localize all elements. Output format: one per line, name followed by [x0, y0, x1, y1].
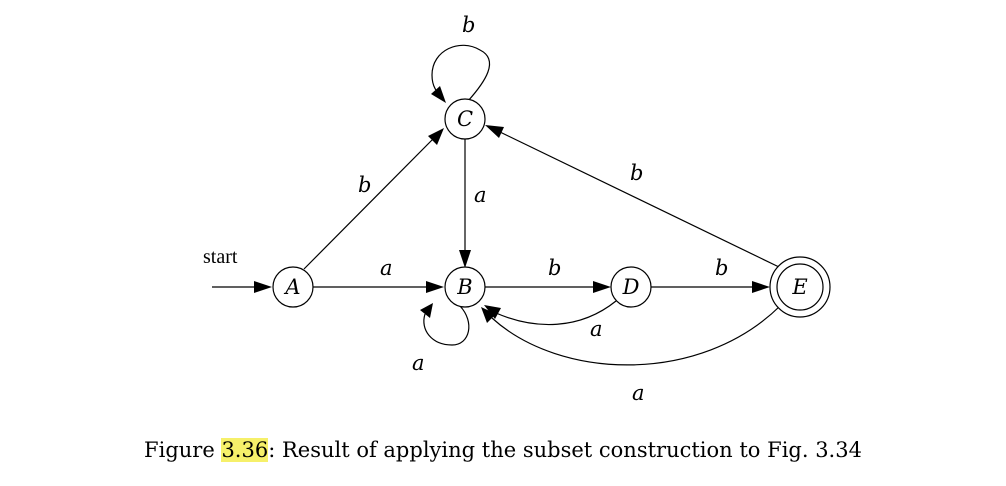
state-label-D: D — [622, 275, 640, 299]
edge-E-B — [481, 305, 781, 366]
caption-text: : Result of applying the subset construc… — [268, 438, 862, 462]
start-arrow — [212, 281, 272, 293]
edge-label-B-D: b — [548, 256, 561, 280]
edge-E-C — [485, 125, 780, 268]
edge-label-A-C: b — [358, 173, 371, 197]
edge-A-C — [303, 128, 444, 270]
edge-label-B-B: a — [412, 351, 425, 375]
start-label: start — [203, 246, 238, 268]
figure-caption: Figure 3.36: Result of applying the subs… — [0, 438, 1006, 462]
edge-label-E-C: b — [630, 161, 643, 185]
edge-label-A-B: a — [380, 256, 393, 280]
edge-B-D — [485, 281, 611, 293]
edge-D-E — [651, 281, 770, 293]
state-A: A — [272, 266, 314, 308]
edge-label-E-B: a — [632, 381, 645, 405]
state-E-accepting: E — [769, 256, 831, 318]
edge-label-D-E: b — [715, 256, 728, 280]
edge-A-B — [313, 281, 444, 293]
state-label-C: C — [457, 107, 473, 131]
caption-prefix: Figure — [144, 438, 222, 462]
edge-label-C-B: a — [474, 183, 487, 207]
edge-C-B — [459, 139, 471, 268]
edge-D-B — [484, 300, 617, 326]
figure-ref-link[interactable]: 3.36 — [221, 438, 269, 462]
state-B: B — [444, 266, 486, 308]
state-C: C — [444, 98, 486, 140]
state-label-B: B — [456, 275, 472, 299]
edge-label-C-C: b — [462, 13, 475, 37]
edge-label-D-B: a — [590, 317, 603, 341]
state-label-A: A — [283, 275, 300, 299]
edge-C-C — [431, 44, 491, 103]
state-D: D — [610, 266, 652, 308]
state-label-E: E — [791, 275, 807, 299]
edge-B-B — [420, 303, 470, 346]
